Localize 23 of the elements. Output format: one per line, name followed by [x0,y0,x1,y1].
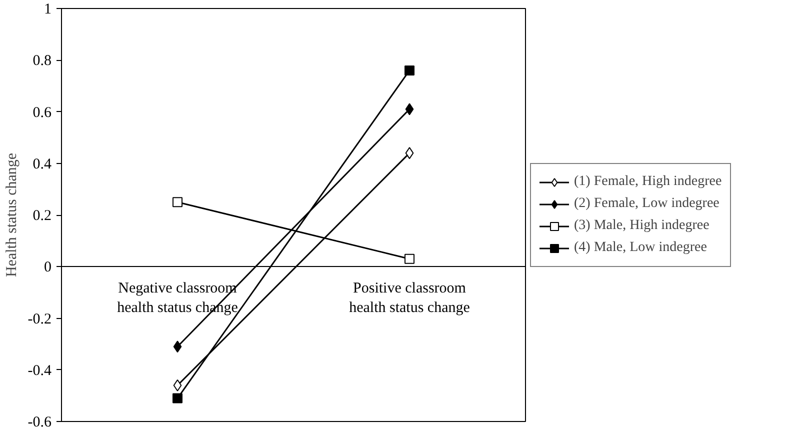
legend-label: (3) Male, High indegree [574,218,710,234]
legend-label: (2) Female, Low indegree [574,196,720,212]
y-tick-label: -0.2 [28,311,52,328]
y-tick-label: -0.4 [28,362,52,379]
point [172,393,182,404]
y-tick-label: 0.8 [32,53,52,70]
point [173,340,182,353]
y-tick-label: 0.6 [32,104,52,121]
point [173,379,182,392]
legend-label: (1) Female, High indegree [574,174,722,190]
point [404,254,414,264]
y-axis-title: Health status change [4,152,20,278]
y-tick-label: 1 [44,2,52,18]
x-tick-label: Positive classroom health status change [349,280,470,316]
legend-label: (4) Male, Low indegree [574,240,707,256]
y-tick-label: 0.2 [32,208,52,224]
y-tick-label: 0.4 [32,156,52,172]
point [405,103,414,116]
y-tick-label: 0 [44,260,52,276]
point [405,147,414,160]
point [172,197,182,208]
y-tick-label: -0.6 [28,414,52,430]
point [404,65,414,76]
